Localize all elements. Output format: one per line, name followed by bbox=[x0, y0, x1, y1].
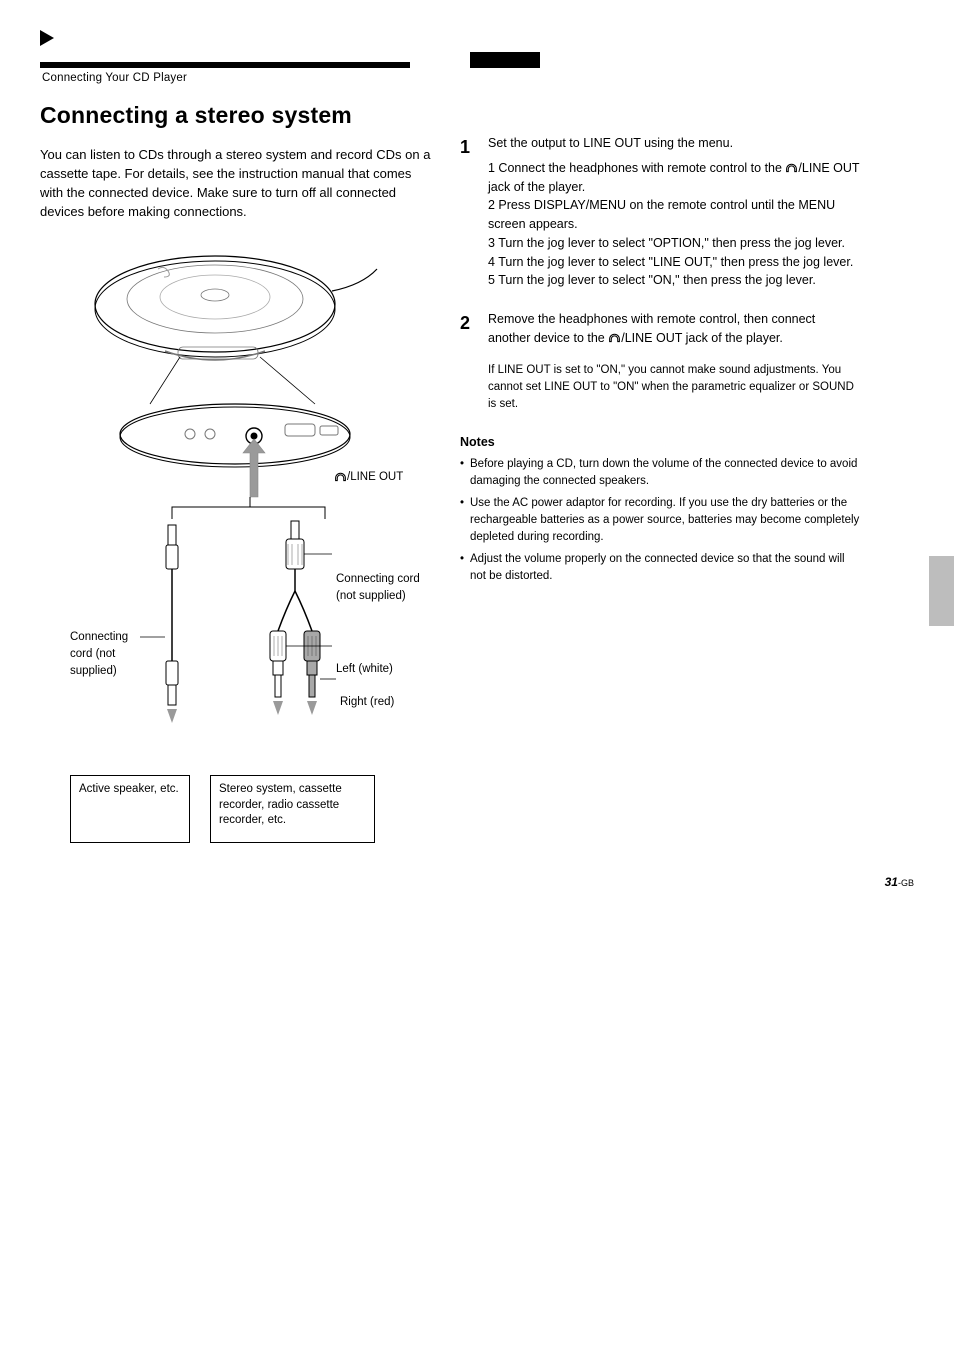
substep-2: 2 Press DISPLAY/MENU on the remote contr… bbox=[488, 196, 860, 234]
headphones-icon bbox=[785, 161, 798, 176]
step-2-note: If LINE OUT is set to "ON," you cannot m… bbox=[488, 362, 860, 414]
right-column: 1 Set the output to LINE OUT using the m… bbox=[460, 128, 860, 591]
step-1-substeps: 1 Connect the headphones with remote con… bbox=[488, 159, 860, 290]
page-number: 31-GB bbox=[885, 874, 914, 891]
side-tab bbox=[929, 556, 954, 626]
cable-right-svg bbox=[270, 521, 320, 715]
lineout-jack-label: /LINE OUT bbox=[334, 469, 444, 486]
cable-right-label-red: Right (red) bbox=[340, 694, 394, 711]
callout-speaker: Active speaker, etc. bbox=[70, 775, 190, 843]
substep-5: 5 Turn the jog lever to select "ON," the… bbox=[488, 271, 860, 290]
step-number: 2 bbox=[460, 310, 470, 337]
step-list: 1 Set the output to LINE OUT using the m… bbox=[460, 134, 860, 413]
notes-heading: Notes bbox=[460, 433, 860, 452]
step-2: 2 Remove the headphones with remote cont… bbox=[460, 310, 860, 413]
step-1-lead: Set the output to LINE OUT using the men… bbox=[488, 134, 860, 153]
left-column: You can listen to CDs through a stereo s… bbox=[40, 146, 435, 879]
note-item: Adjust the volume properly on the connec… bbox=[460, 551, 860, 584]
header-rule-row bbox=[40, 52, 914, 68]
page-title: Connecting a stereo system bbox=[40, 99, 914, 132]
substep-1: 1 Connect the headphones with remote con… bbox=[488, 159, 860, 197]
step-2-text: Remove the headphones with remote contro… bbox=[488, 310, 860, 348]
headphones-icon bbox=[334, 470, 347, 485]
header-rule bbox=[40, 62, 410, 68]
cable-left-svg bbox=[166, 525, 178, 723]
note-item: Use the AC power adaptor for recording. … bbox=[460, 495, 860, 545]
breadcrumb: Connecting Your CD Player bbox=[42, 70, 914, 87]
note-item: Before playing a CD, turn down the volum… bbox=[460, 456, 860, 489]
header-rule-box bbox=[470, 52, 540, 68]
step-number: 1 bbox=[460, 134, 470, 161]
notes-list: Before playing a CD, turn down the volum… bbox=[460, 456, 860, 585]
substep-4: 4 Turn the jog lever to select "LINE OUT… bbox=[488, 253, 860, 272]
play-triangle-icon bbox=[40, 30, 54, 46]
cable-left-label: Connecting cord (not supplied) bbox=[70, 629, 150, 679]
cable-right-label-a: Connecting cord (not supplied) bbox=[336, 571, 431, 604]
intro-paragraph: You can listen to CDs through a stereo s… bbox=[40, 146, 435, 221]
cable-right-label-white: Left (white) bbox=[336, 661, 393, 678]
page-header: Connecting Your CD Player bbox=[40, 30, 914, 87]
headphones-icon bbox=[608, 331, 621, 346]
substep-3: 3 Turn the jog lever to select "OPTION,"… bbox=[488, 234, 860, 253]
connection-figure: /LINE OUT Connecting cord (not supplied)… bbox=[40, 239, 410, 879]
step-1: 1 Set the output to LINE OUT using the m… bbox=[460, 134, 860, 290]
callout-stereo: Stereo system, cassette recorder, radio … bbox=[210, 775, 375, 843]
